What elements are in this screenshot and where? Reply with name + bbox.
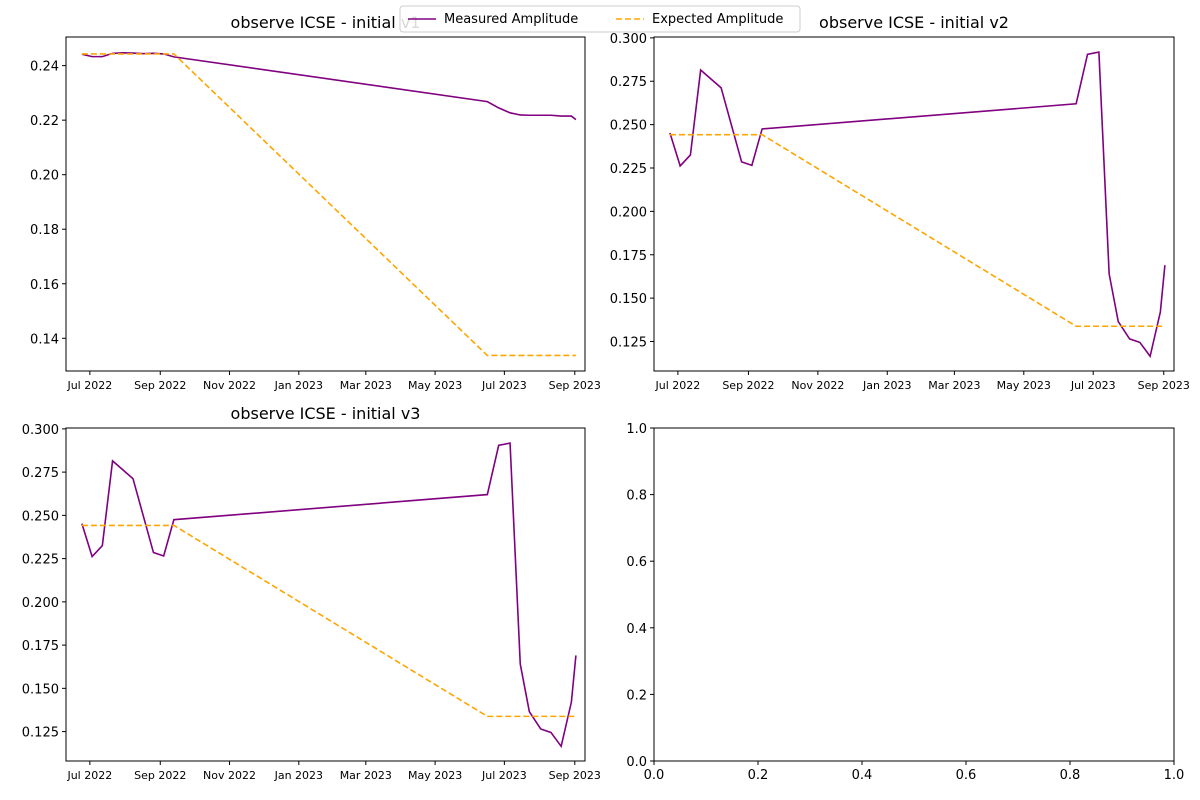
chart-panel-1: Jul 2022 Sep 2022 Nov 2022 Jan 2023 Mar 2023… xyxy=(30,13,601,392)
y-tick-label: 0.2 xyxy=(626,688,647,703)
y-tick-label: 0.200 xyxy=(22,596,59,611)
chart-panel-3: Jul 2022 Sep 2022 Nov 2022 Jan 2023 Mar 2023… xyxy=(22,404,601,782)
x-tick-label: Jul 2023 xyxy=(1070,379,1116,392)
x-tick-label: Sep 2022 xyxy=(722,379,774,392)
y-tick-label: 0.275 xyxy=(22,466,59,481)
x-tick-label: May 2023 xyxy=(408,379,462,392)
legend: Measured Amplitude Expected Amplitude xyxy=(399,5,801,33)
y-tick-label: 0.14 xyxy=(30,332,59,347)
axes-frame xyxy=(65,427,586,762)
x-tick-label: Jul 2022 xyxy=(655,379,701,392)
chart-title: observe ICSE - initial v1 xyxy=(231,13,421,32)
legend-label: Measured Amplitude xyxy=(444,12,578,27)
x-tick-label: Sep 2023 xyxy=(549,379,601,392)
x-tick-label: 0.4 xyxy=(852,768,873,783)
y-tick-label: 0.20 xyxy=(30,169,59,184)
x-tick-label: Jul 2022 xyxy=(66,379,112,392)
y-tick-label: 0.150 xyxy=(22,682,59,697)
y-tick-label: 0.150 xyxy=(610,292,647,307)
chart-title: observe ICSE - initial v3 xyxy=(231,404,421,423)
y-tick-label: 0.24 xyxy=(30,60,59,75)
y-tick-label: 0.125 xyxy=(22,726,59,741)
y-tick-label: 1.0 xyxy=(626,422,647,437)
x-tick-label: Sep 2023 xyxy=(549,769,601,782)
x-tick-label: Jan 2023 xyxy=(274,379,323,392)
chart-panel-4: 0.0 0.2 0.4 0.6 0.8 1.0 0.0 0.2 0.4 0.6 0.8 1.0 xyxy=(626,422,1184,783)
axes-frame xyxy=(653,36,1175,372)
legend-box xyxy=(399,5,801,33)
y-tick-label: 0.16 xyxy=(30,278,59,293)
measured-amplitude-line-1 xyxy=(81,52,577,121)
y-tick-label: 0.6 xyxy=(626,555,647,570)
y-tick-label: 0.275 xyxy=(610,75,647,90)
y-tick-label: 0.300 xyxy=(22,423,59,438)
x-tick-label: 0.6 xyxy=(956,768,977,783)
x-tick-label: 1.0 xyxy=(1164,768,1185,783)
x-tick-label: Sep 2023 xyxy=(1138,379,1190,392)
x-tick-label: Jul 2023 xyxy=(481,769,527,782)
y-tick-label: 0.300 xyxy=(610,32,647,47)
x-tick-label: May 2023 xyxy=(997,379,1051,392)
y-tick-label: 0.225 xyxy=(610,162,647,177)
x-tick-label: Sep 2022 xyxy=(134,379,186,392)
y-tick-label: 0.200 xyxy=(610,205,647,220)
y-tick-label: 0.250 xyxy=(610,119,647,134)
y-tick-label: 0.175 xyxy=(22,639,59,654)
x-tick-label: Jul 2023 xyxy=(481,379,527,392)
x-tick-label: May 2023 xyxy=(408,769,462,782)
measured-amplitude-line-2 xyxy=(669,51,1166,359)
x-tick-label: Jul 2022 xyxy=(66,769,112,782)
y-tick-label: 0.8 xyxy=(626,489,647,504)
legend-label: Expected Amplitude xyxy=(652,12,783,27)
y-tick-label: 0.4 xyxy=(626,622,647,637)
y-tick-label: 0.250 xyxy=(22,509,59,524)
expected-amplitude-line-3 xyxy=(81,524,576,718)
axes-frame xyxy=(65,36,586,372)
x-tick-label: 0.0 xyxy=(644,768,665,783)
y-tick-label: 0.18 xyxy=(30,223,59,238)
y-tick-label: 0.22 xyxy=(30,114,59,129)
y-tick-label: 0.175 xyxy=(610,249,647,264)
x-tick-label: 0.8 xyxy=(1060,768,1081,783)
measured-amplitude-line-3 xyxy=(81,442,577,749)
x-tick-label: Sep 2022 xyxy=(134,769,186,782)
axes-frame xyxy=(653,427,1175,762)
x-tick-label: Jan 2023 xyxy=(274,769,323,782)
x-tick-label: Nov 2022 xyxy=(203,379,256,392)
x-tick-label: Nov 2022 xyxy=(791,379,844,392)
expected-amplitude-line-1 xyxy=(81,53,576,357)
chart-panel-2: Jul 2022 Sep 2022 Nov 2022 Jan 2023 Mar 2023… xyxy=(610,13,1190,392)
x-tick-label: Jan 2023 xyxy=(862,379,911,392)
chart-title: observe ICSE - initial v2 xyxy=(819,13,1009,32)
expected-amplitude-line-2 xyxy=(669,133,1165,328)
y-tick-label: 0.225 xyxy=(22,553,59,568)
y-tick-label: 0.125 xyxy=(610,336,647,351)
x-tick-label: Mar 2023 xyxy=(928,379,980,392)
x-tick-label: Nov 2022 xyxy=(203,769,256,782)
x-tick-label: Mar 2023 xyxy=(340,769,392,782)
y-tick-label: 0.0 xyxy=(626,755,647,770)
x-tick-label: Mar 2023 xyxy=(340,379,392,392)
x-tick-label: 0.2 xyxy=(748,768,769,783)
